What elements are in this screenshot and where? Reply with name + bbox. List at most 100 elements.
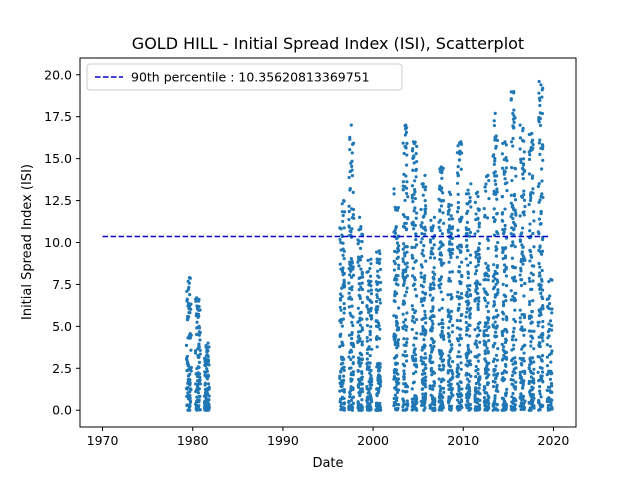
- data-point: [484, 328, 489, 332]
- data-point: [494, 376, 498, 381]
- data-point: [374, 319, 378, 323]
- data-point: [494, 245, 498, 249]
- data-point: [339, 404, 343, 408]
- data-point: [339, 308, 343, 312]
- data-point: [356, 320, 360, 324]
- data-point: [503, 207, 507, 211]
- data-point: [449, 377, 453, 381]
- data-point: [483, 185, 487, 189]
- data-point: [468, 261, 473, 265]
- data-point: [519, 259, 523, 264]
- data-point: [447, 387, 451, 392]
- data-point: [466, 391, 470, 396]
- data-point: [495, 187, 499, 191]
- data-point: [370, 383, 374, 387]
- data-point: [429, 252, 433, 256]
- data-point: [420, 221, 424, 225]
- data-point: [483, 215, 487, 219]
- data-point: [347, 204, 351, 208]
- data-point: [185, 354, 189, 359]
- data-point: [413, 403, 417, 408]
- data-point: [550, 307, 554, 311]
- data-point: [378, 252, 382, 256]
- data-point: [532, 367, 536, 371]
- data-point: [423, 173, 427, 178]
- data-point: [207, 402, 211, 406]
- data-point: [519, 266, 523, 270]
- data-point: [405, 399, 409, 403]
- data-point: [377, 361, 381, 366]
- data-point: [424, 185, 428, 189]
- data-point: [449, 317, 453, 321]
- data-point: [492, 123, 497, 128]
- data-point: [419, 358, 423, 363]
- data-point: [397, 306, 401, 310]
- data-point: [348, 260, 352, 264]
- data-point: [412, 209, 416, 213]
- data-point: [465, 371, 469, 375]
- data-point: [485, 304, 489, 308]
- data-point: [540, 288, 545, 292]
- data-point: [411, 358, 415, 362]
- data-point: [468, 283, 472, 288]
- data-point: [374, 299, 379, 304]
- data-point: [401, 389, 405, 393]
- data-point: [520, 325, 524, 329]
- data-point: [484, 405, 489, 409]
- data-point: [521, 262, 525, 266]
- data-point: [495, 264, 500, 268]
- y-tick-label: 0.0: [52, 403, 72, 418]
- data-point: [369, 374, 373, 378]
- data-point: [403, 262, 407, 266]
- data-point: [357, 334, 361, 338]
- data-point: [521, 381, 525, 385]
- data-point: [493, 170, 497, 174]
- data-point: [196, 347, 200, 351]
- data-point: [185, 394, 190, 398]
- data-point: [528, 229, 532, 233]
- data-point: [459, 403, 463, 408]
- data-point: [431, 270, 435, 274]
- data-point: [359, 361, 363, 365]
- data-point: [483, 349, 487, 353]
- data-point: [476, 229, 480, 233]
- data-point: [455, 151, 460, 155]
- data-point: [518, 316, 522, 320]
- x-axis-title: Date: [312, 456, 343, 471]
- data-point: [439, 386, 443, 390]
- data-point: [413, 260, 417, 264]
- data-point: [360, 287, 365, 292]
- data-point: [484, 175, 489, 179]
- data-point: [456, 372, 460, 376]
- data-point: [433, 272, 437, 277]
- x-tick-label: 2000: [357, 433, 389, 448]
- data-point: [540, 376, 544, 381]
- data-point: [473, 200, 477, 204]
- data-point: [468, 316, 472, 320]
- data-point: [439, 245, 443, 249]
- data-point: [197, 360, 202, 364]
- data-point: [196, 391, 200, 395]
- data-point: [460, 312, 464, 317]
- data-point: [347, 234, 351, 238]
- data-point: [492, 207, 496, 211]
- data-point: [423, 309, 427, 313]
- data-point: [374, 336, 379, 340]
- data-point: [513, 356, 517, 360]
- data-point: [421, 345, 425, 349]
- data-point: [430, 346, 434, 351]
- data-point: [412, 348, 416, 352]
- data-point: [528, 390, 532, 394]
- data-point: [484, 182, 488, 186]
- data-point: [185, 368, 190, 373]
- data-point: [537, 182, 541, 186]
- data-point: [520, 252, 524, 256]
- data-point: [350, 336, 354, 341]
- data-point: [504, 236, 509, 240]
- data-point: [505, 284, 509, 288]
- data-point: [501, 304, 506, 308]
- data-point: [477, 299, 481, 303]
- data-point: [448, 339, 452, 344]
- data-point: [512, 91, 516, 95]
- data-point: [474, 364, 478, 369]
